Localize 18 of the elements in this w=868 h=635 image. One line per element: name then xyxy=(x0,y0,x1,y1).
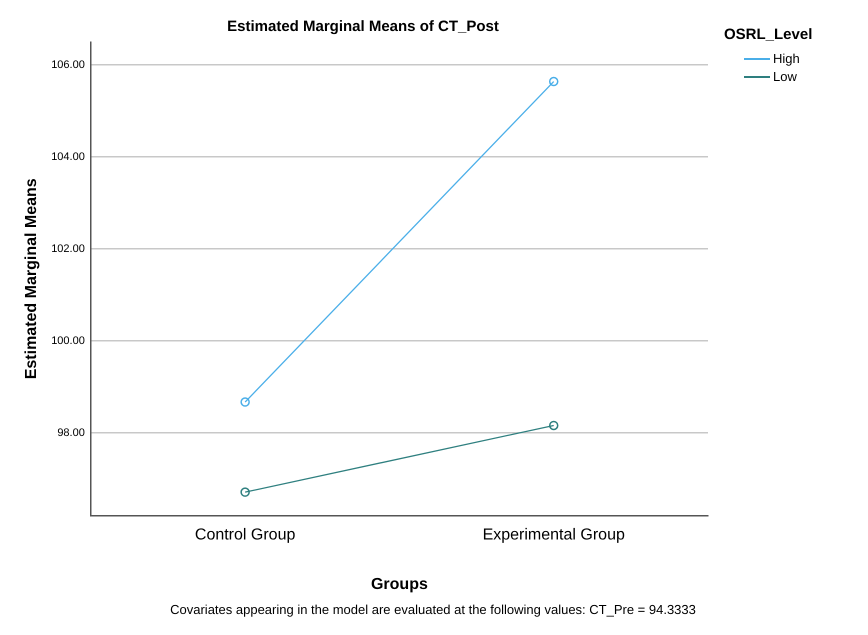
legend-label: High xyxy=(773,51,800,66)
y-tick-label: 100.00 xyxy=(51,334,85,347)
legend-title: OSRL_Level xyxy=(724,26,814,43)
point xyxy=(548,76,558,86)
x-axis-title: Groups xyxy=(370,576,428,593)
point xyxy=(548,420,558,430)
text: Covariates appearing in the model are evaluated at the following values: CT_Pre = 94.3333 xyxy=(169,602,697,617)
y-tick-label: 98.00 xyxy=(57,426,85,439)
y-axis-title: Estimated Marginal Means xyxy=(23,178,40,380)
point xyxy=(240,397,250,407)
chart-title: Estimated Marginal Means of CT_Post xyxy=(227,18,499,36)
y-tick-label: 104.00 xyxy=(51,150,85,163)
y-tick-label: 102.00 xyxy=(51,242,85,255)
x-tick-label: Experimental Group xyxy=(482,526,625,544)
legend-label: Low xyxy=(773,69,797,84)
point xyxy=(240,487,250,497)
y-tick-label: 106.00 xyxy=(51,59,85,72)
x-tick-label: Control Group xyxy=(194,526,296,544)
